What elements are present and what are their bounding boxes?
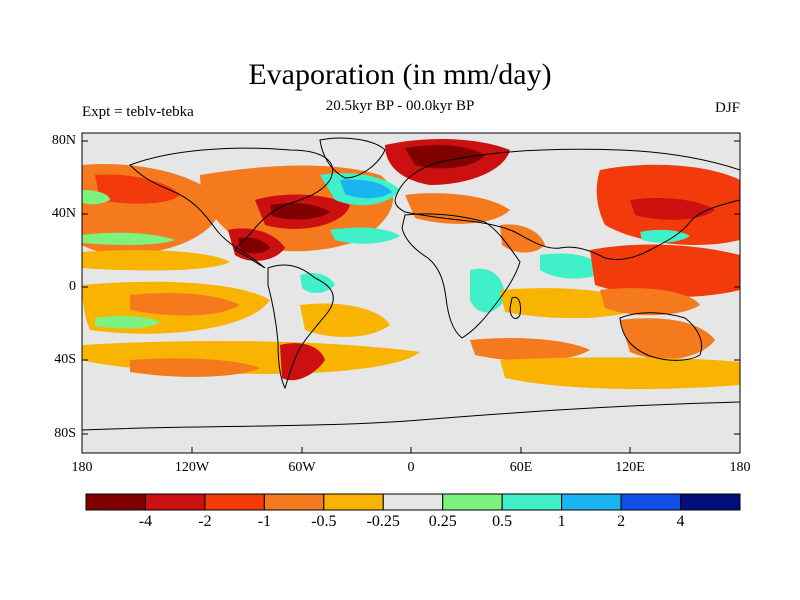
field-north-pacific-red xyxy=(95,174,180,204)
colorbar-label: 0.5 xyxy=(492,513,513,530)
coast-africa xyxy=(401,213,521,339)
field-patagonia-red xyxy=(280,343,325,381)
colorbar-swatch xyxy=(442,493,503,511)
experiment-label: Expt = teblv-tebka xyxy=(82,104,194,120)
coast-madagascar xyxy=(509,296,521,319)
field-indian-green xyxy=(540,253,605,279)
chart-subtitle: 20.5kyr BP - 00.0kyr BP xyxy=(325,98,475,114)
field-gulf-stream-darkred xyxy=(270,202,330,220)
colorbar xyxy=(85,493,741,511)
lon-label-180e: 180 xyxy=(729,460,751,475)
colorbar-swatch xyxy=(620,493,682,511)
coast-north-america xyxy=(129,147,333,269)
axis-ticks xyxy=(81,140,741,453)
field-south-atlantic-yellow xyxy=(300,303,390,337)
field-subpolar-blue xyxy=(340,179,392,199)
field-amazon-cyan xyxy=(300,273,335,293)
lon-label-180w: 180 xyxy=(71,460,93,475)
field-tropical-pacific-yellow xyxy=(82,250,230,271)
lon-label-60e: 60E xyxy=(509,460,533,475)
season-label: DJF xyxy=(714,100,740,116)
field-south-pacific-green xyxy=(95,315,160,329)
chart-title: Evaporation (in mm/day) xyxy=(248,58,552,91)
field-africa-cyan xyxy=(470,268,505,313)
colorbar-label: -0.5 xyxy=(311,513,337,530)
colorbar-swatch xyxy=(323,493,384,511)
field-south-indian-orange xyxy=(470,338,590,362)
lat-label-80n: 80N xyxy=(51,133,76,148)
field-north-pacific-green xyxy=(82,190,110,205)
colorbar-label: 1 xyxy=(557,513,566,530)
lon-label-60w: 60W xyxy=(288,460,316,475)
colorbar-swatch xyxy=(85,493,146,511)
colorbar-swatch xyxy=(204,493,265,511)
field-south-pacific-orange-2 xyxy=(130,293,240,316)
field-south-pacific-orange-3 xyxy=(130,358,260,377)
colorbar-swatch xyxy=(501,493,563,511)
lat-label-40s: 40S xyxy=(54,352,76,367)
lat-label-80s: 80S xyxy=(54,426,76,441)
field-kuroshio-darkred xyxy=(630,198,715,220)
colorbar-label: -2 xyxy=(198,513,212,530)
lat-label-0: 0 xyxy=(69,279,76,294)
lon-label-120e: 120E xyxy=(615,460,645,475)
field-arabia-orange xyxy=(500,224,545,253)
field-nordic-darkred xyxy=(405,145,485,169)
lat-label-40n: 40N xyxy=(51,206,76,221)
colorbar-swatch xyxy=(561,493,622,511)
coast-south-america xyxy=(267,264,334,390)
colorbar-label: -1 xyxy=(257,513,272,530)
field-maritime-orange xyxy=(600,288,700,316)
anomaly-field xyxy=(82,138,740,390)
coast-eurasia xyxy=(394,148,740,261)
lon-label-120w: 120W xyxy=(174,460,210,475)
field-tropical-pacific-green xyxy=(82,232,175,245)
coastlines xyxy=(82,137,740,431)
field-australia-orange xyxy=(620,318,715,360)
colorbar-swatch xyxy=(144,493,206,511)
colorbar-label: 2 xyxy=(617,513,626,530)
colorbar-label: -4 xyxy=(138,513,153,530)
field-atlantic-cyan-band xyxy=(330,227,400,244)
field-caribbean-darkred xyxy=(238,237,270,254)
coast-antarctica xyxy=(82,401,740,431)
colorbar-swatch xyxy=(680,493,741,511)
lon-label-0: 0 xyxy=(407,460,415,475)
coast-greenland xyxy=(319,137,386,179)
field-east-asia-cyan xyxy=(640,229,690,243)
colorbar-label: 0.25 xyxy=(428,513,457,530)
colorbar-label: 4 xyxy=(676,513,685,530)
colorbar-label: -0.25 xyxy=(366,513,400,530)
colorbar-swatch xyxy=(382,493,444,511)
field-warm-pool-red xyxy=(590,244,740,297)
coast-australia xyxy=(619,312,703,361)
field-southern-ocean-east-yellow xyxy=(500,357,740,390)
colorbar-swatch xyxy=(263,493,325,511)
